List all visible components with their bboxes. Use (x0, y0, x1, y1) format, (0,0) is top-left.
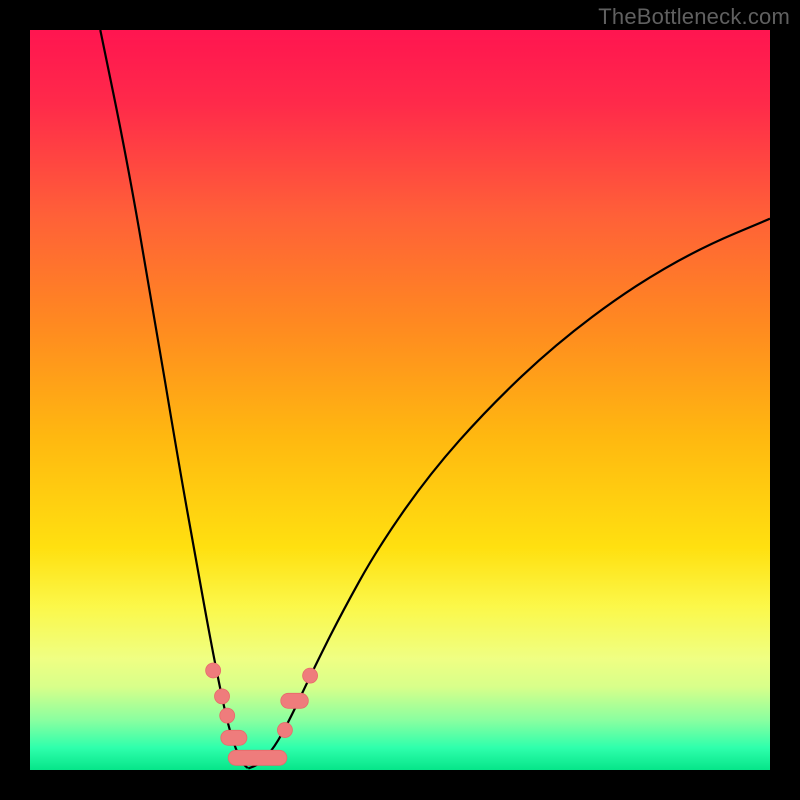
data-point (303, 668, 318, 683)
chart-svg (30, 30, 770, 770)
data-point (221, 730, 247, 745)
data-point-markers (206, 663, 318, 765)
data-point (281, 693, 309, 708)
data-point (220, 708, 235, 723)
watermark-text: TheBottleneck.com (598, 4, 790, 30)
chart-plot-area (30, 30, 770, 770)
bottleneck-curve-right (248, 219, 770, 769)
data-point (206, 663, 221, 678)
data-point (277, 723, 292, 738)
data-point (215, 689, 230, 704)
bottleneck-curve-left (100, 30, 248, 769)
data-point (228, 750, 287, 765)
